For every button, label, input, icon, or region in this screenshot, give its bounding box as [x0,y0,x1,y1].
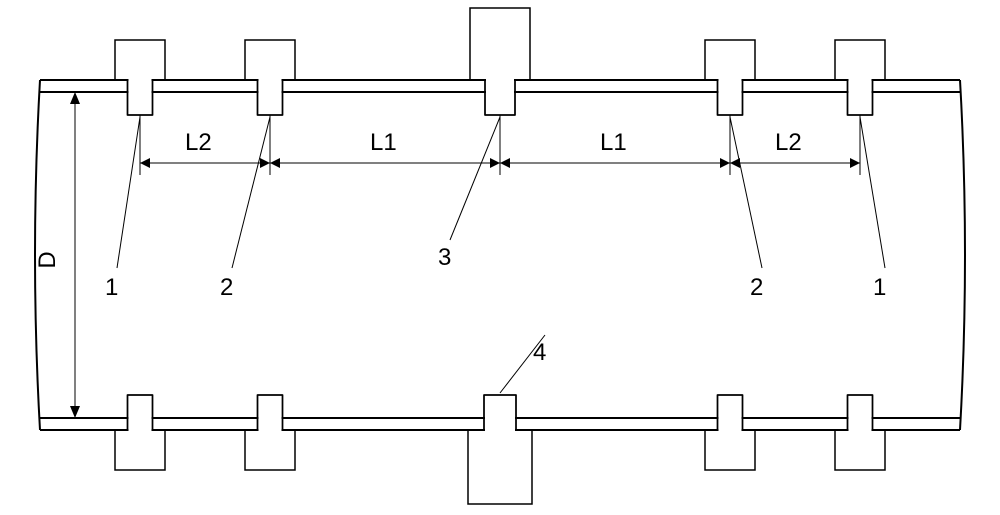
nozzle-flange-bottom-4 [835,430,885,470]
nozzle-flange-bottom-0 [115,430,165,470]
nozzle-neck-top-2 [485,80,515,115]
nozzle-flange-top-4 [835,40,885,80]
dim-label-3: L2 [775,129,802,156]
nozzle-flange-top-1 [245,40,295,80]
nozzle-neck-top-1 [258,80,283,115]
nozzle-neck-bottom-4 [848,395,873,430]
nozzle-flange-bottom-1 [245,430,295,470]
arrowhead-icon [70,406,80,418]
shell-right-arc [960,80,965,430]
arrowhead-icon [140,158,150,168]
arrowhead-icon [850,158,860,168]
nozzle-neck-bottom-3 [718,395,743,430]
arrowhead-icon [260,158,270,168]
dim-d-label: D [34,251,61,268]
nozzle-neck-bottom-1 [258,395,283,430]
nozzle-neck-top-0 [128,80,153,115]
dim-label-0: L2 [185,129,212,156]
nozzle-neck-top-3 [718,80,743,115]
leader-line-5 [860,117,885,268]
nozzle-flange-top-0 [115,40,165,80]
leader-line-4 [730,117,762,268]
nozzle-neck-bottom-0 [128,395,153,430]
arrowhead-icon [490,158,500,168]
nozzle-flange-top-3 [705,40,755,80]
leader-line-0 [117,117,140,268]
nozzle-flange-bottom-2 [468,430,532,504]
leader-label-2: 3 [438,244,451,271]
leader-label-0: 1 [105,274,118,301]
dim-label-2: L1 [600,129,627,156]
nozzle-neck-bottom-2 [484,395,516,430]
leader-line-2 [450,117,500,240]
nozzle-flange-bottom-3 [705,430,755,470]
arrowhead-icon [70,92,80,104]
nozzle-neck-top-4 [848,80,873,115]
dim-label-1: L1 [370,129,397,156]
nozzle-flange-top-2 [470,8,530,80]
leader-label-4: 2 [750,274,763,301]
leader-label-1: 2 [220,274,233,301]
arrowhead-icon [500,158,510,168]
leader-label-3: 4 [533,339,546,366]
leader-line-1 [232,117,270,268]
leader-label-5: 1 [873,274,886,301]
arrowhead-icon [270,158,280,168]
arrowhead-icon [720,158,730,168]
